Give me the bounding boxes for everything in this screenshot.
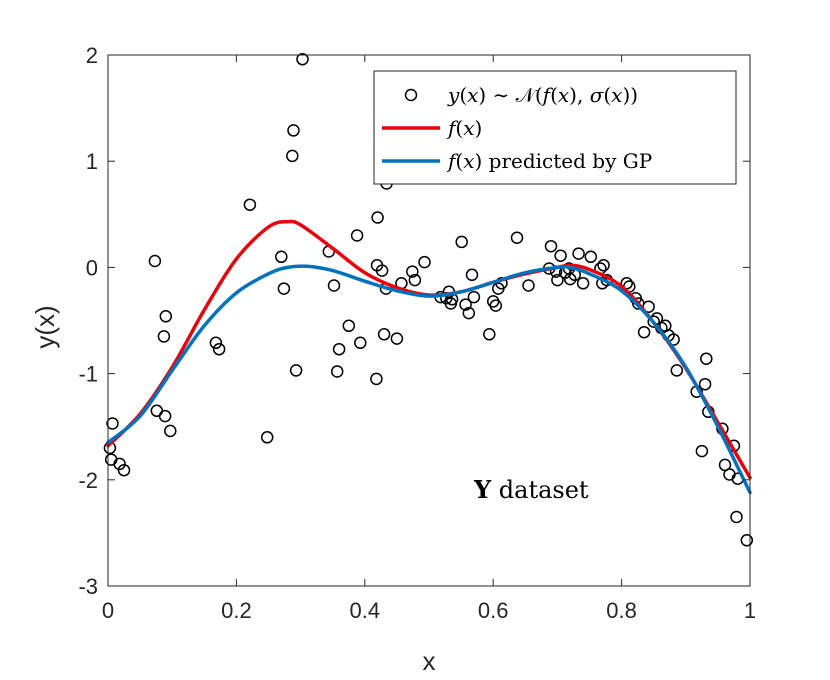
y-tick-label: -2 bbox=[78, 468, 98, 493]
data-point bbox=[354, 336, 367, 350]
x-tick-label: 0.6 bbox=[478, 598, 509, 623]
data-point bbox=[647, 315, 660, 328]
dataset-annotation: Y dataset bbox=[473, 475, 589, 504]
axes-box bbox=[107, 54, 751, 587]
data-point bbox=[563, 272, 577, 286]
data-point bbox=[576, 277, 590, 290]
data-point bbox=[104, 453, 118, 466]
data-point bbox=[597, 259, 610, 272]
data-point bbox=[544, 239, 558, 253]
data-point bbox=[117, 463, 131, 477]
data-point bbox=[113, 457, 126, 471]
data-point bbox=[730, 510, 743, 524]
y-tick-label: -1 bbox=[78, 362, 98, 387]
data-point bbox=[455, 235, 468, 249]
data-point bbox=[510, 231, 524, 244]
data-point bbox=[370, 372, 383, 386]
data-point bbox=[212, 342, 226, 356]
data-point bbox=[418, 255, 431, 269]
data-point bbox=[148, 254, 162, 268]
data-point bbox=[287, 124, 300, 137]
data-point bbox=[584, 250, 598, 264]
data-point bbox=[390, 332, 404, 345]
data-point bbox=[150, 404, 164, 418]
y-tick-label: 1 bbox=[86, 149, 98, 174]
data-point bbox=[157, 330, 171, 343]
x-tick-label: 0.4 bbox=[350, 598, 381, 623]
x-axis-label: x bbox=[423, 646, 436, 676]
data-point bbox=[670, 364, 684, 377]
data-point bbox=[740, 534, 754, 547]
data-point bbox=[642, 300, 655, 313]
data-point bbox=[637, 325, 651, 339]
data-point bbox=[459, 298, 472, 311]
data-point bbox=[327, 279, 341, 292]
data-point bbox=[554, 249, 567, 262]
y-tick-label: -3 bbox=[78, 574, 98, 599]
data-point bbox=[377, 328, 391, 341]
data-point bbox=[465, 268, 479, 282]
data-point bbox=[260, 431, 274, 444]
data-point bbox=[698, 377, 712, 391]
gp-prediction-line bbox=[106, 264, 752, 495]
legend-marker-scatter bbox=[404, 88, 418, 102]
data-point bbox=[330, 365, 344, 378]
y-tick-label: 0 bbox=[86, 255, 98, 280]
data-point bbox=[375, 264, 389, 277]
legend-label-true: f(x) bbox=[446, 116, 482, 140]
legend-label-scatter: y(x) ∼ 𝒩(f(x), σ(x)) bbox=[447, 83, 638, 107]
data-point bbox=[277, 282, 291, 295]
data-point bbox=[296, 52, 309, 66]
plot-area bbox=[103, 52, 754, 547]
data-point bbox=[700, 352, 713, 365]
data-point bbox=[408, 273, 422, 287]
y-tick-label: 2 bbox=[86, 43, 98, 68]
data-point bbox=[489, 299, 503, 312]
y-axis-label: y(x) bbox=[30, 305, 60, 348]
data-point bbox=[572, 247, 585, 260]
x-tick-label: 0.2 bbox=[221, 598, 252, 623]
data-point bbox=[289, 364, 303, 377]
data-point bbox=[275, 250, 288, 264]
data-point bbox=[159, 310, 173, 323]
data-point bbox=[243, 198, 257, 211]
x-tick-label: 0.8 bbox=[606, 598, 637, 623]
data-point bbox=[522, 279, 535, 292]
axes: 0 0.2 0.4 0.6 0.8 1 -3 -2 -1 0 1 2 bbox=[78, 43, 756, 623]
legend: y(x) ∼ 𝒩(f(x), σ(x)) f(x) f(x) predicted… bbox=[373, 70, 737, 185]
data-point bbox=[106, 417, 119, 430]
data-point bbox=[286, 149, 299, 163]
data-point bbox=[406, 265, 419, 278]
data-point bbox=[164, 424, 177, 438]
data-point bbox=[695, 444, 709, 458]
data-point bbox=[342, 319, 356, 333]
data-point bbox=[332, 342, 346, 356]
data-point bbox=[551, 273, 564, 287]
data-point bbox=[209, 336, 223, 350]
x-tick-label: 1 bbox=[744, 598, 756, 623]
data-point bbox=[467, 290, 481, 304]
data-point bbox=[158, 409, 172, 423]
x-tick-label: 0 bbox=[102, 598, 114, 623]
data-point bbox=[462, 306, 476, 320]
data-point bbox=[483, 328, 496, 341]
legend-label-gp: f(x) predicted by GP bbox=[446, 149, 652, 173]
data-point bbox=[350, 229, 364, 242]
data-point bbox=[371, 211, 384, 224]
